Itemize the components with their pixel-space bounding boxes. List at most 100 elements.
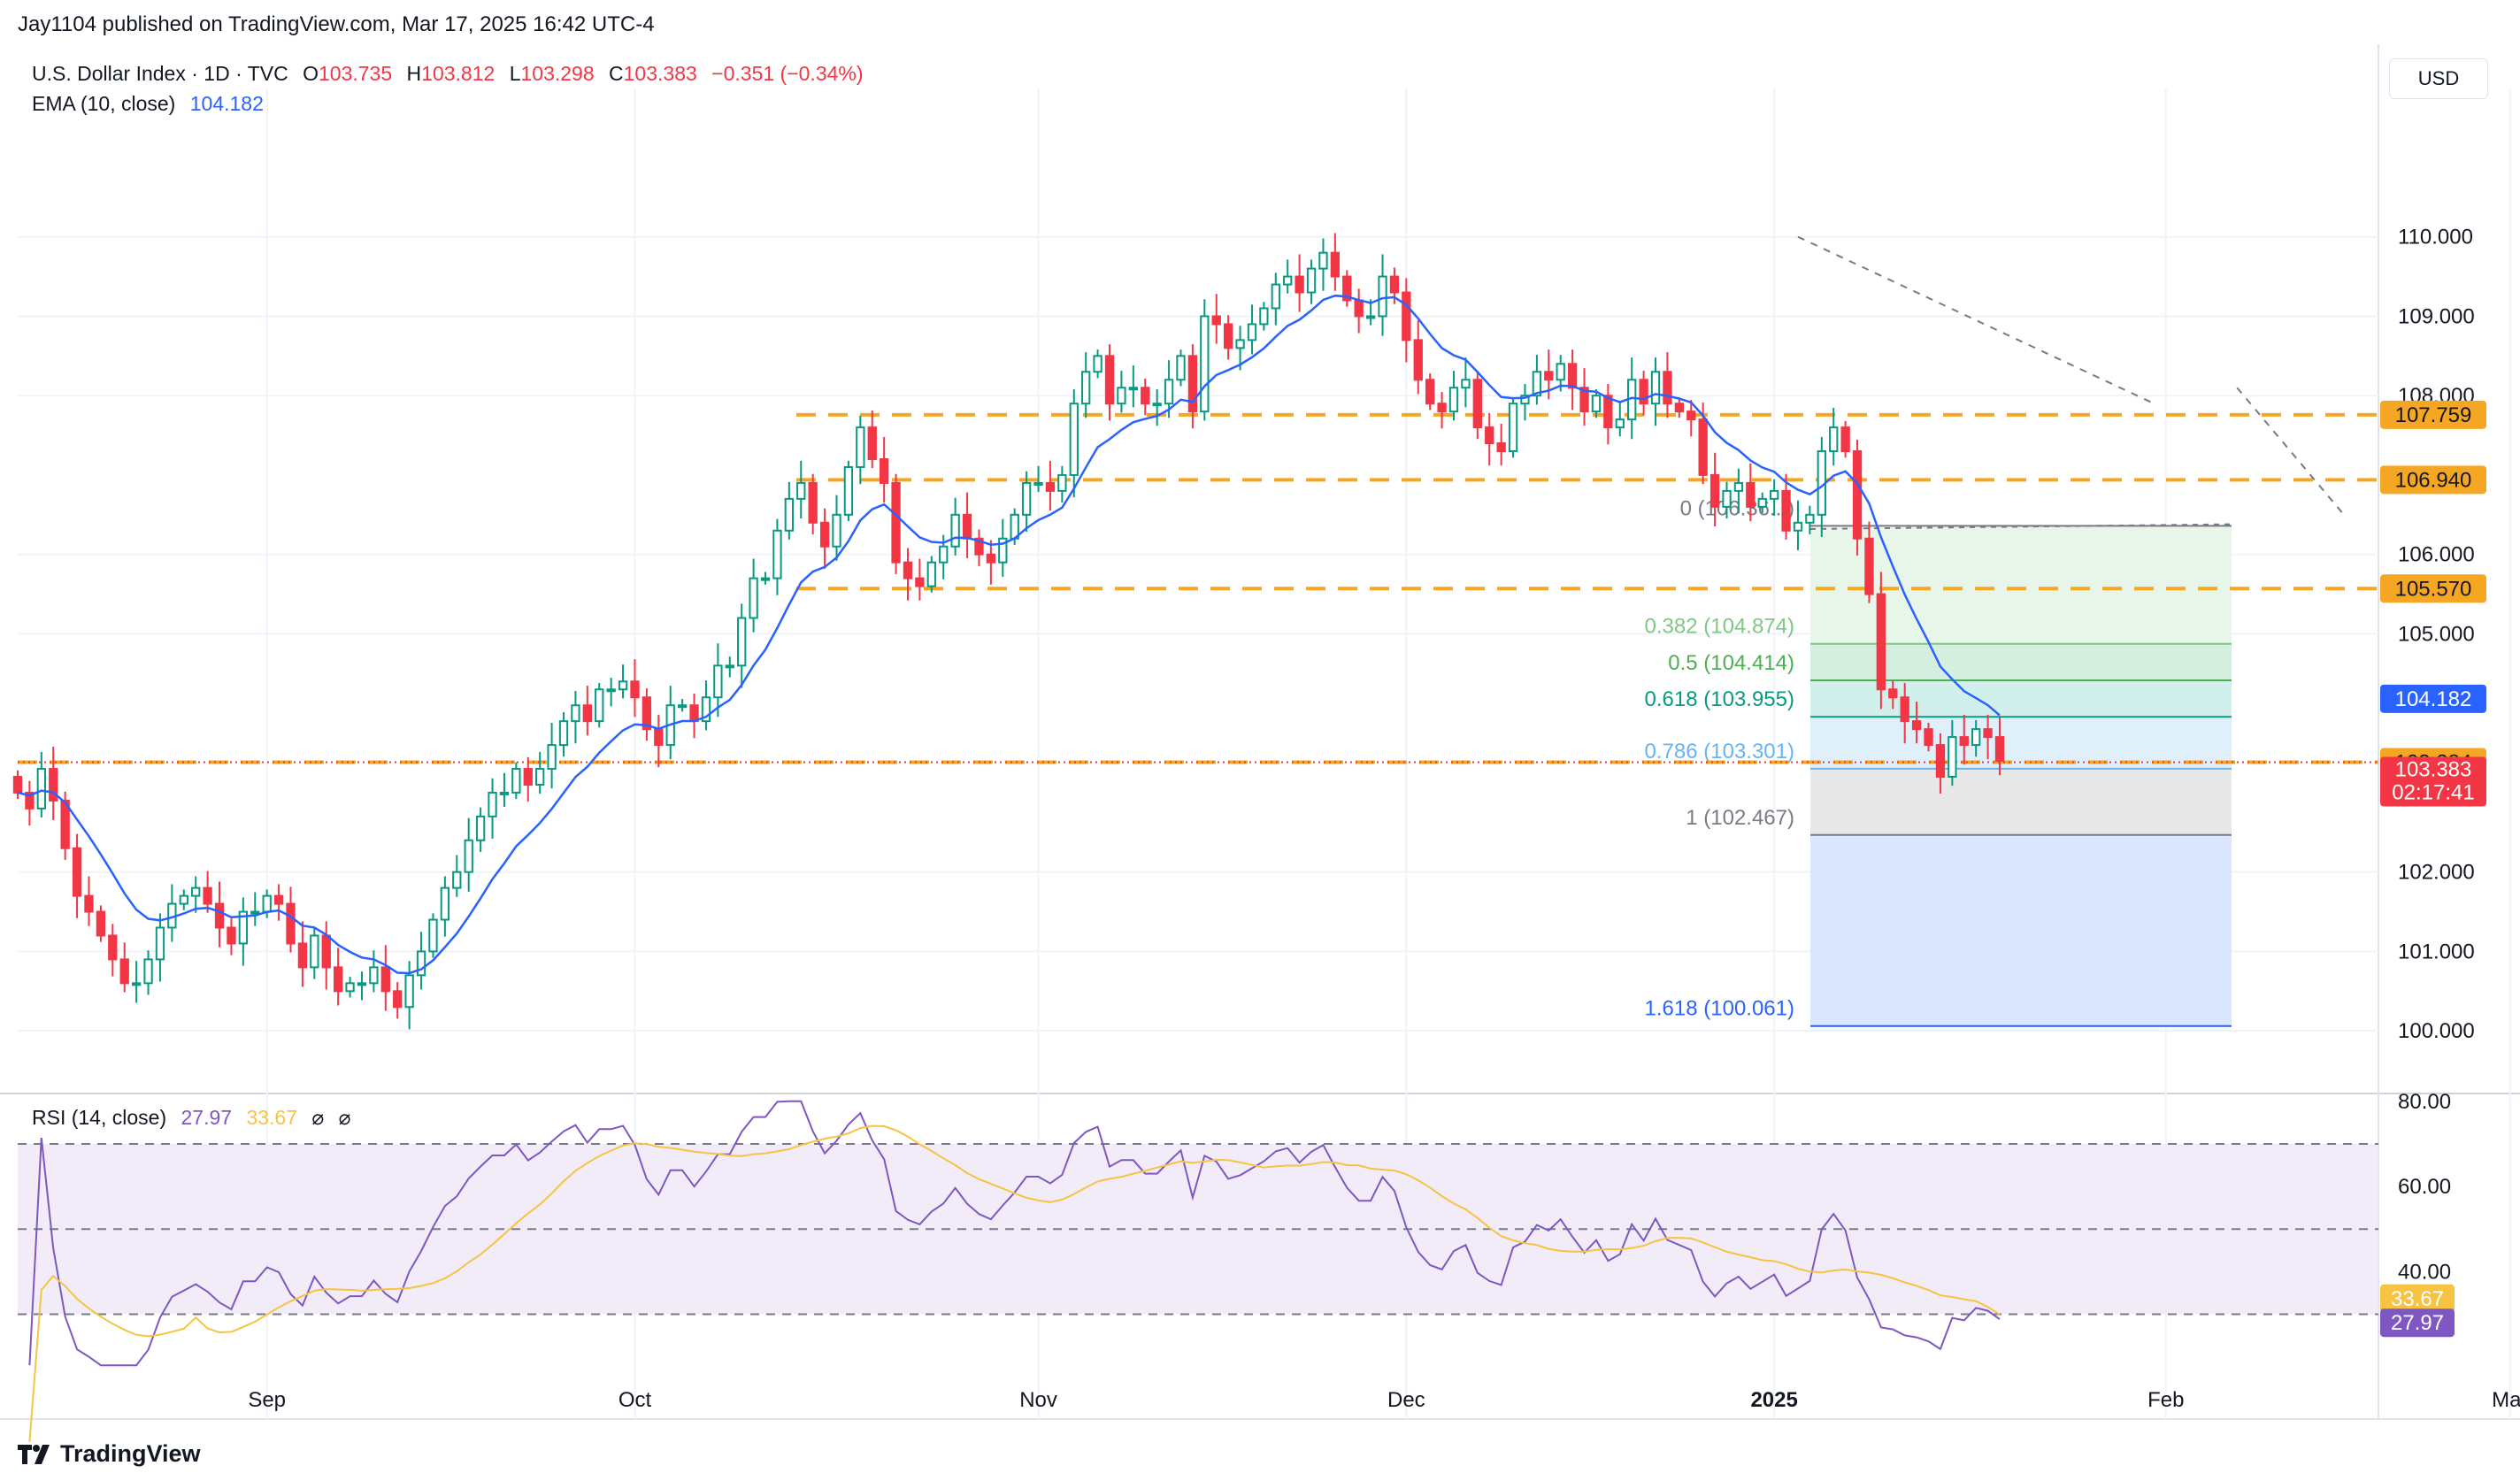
symbol-legend[interactable]: U.S. Dollar Index · 1D · TVC O103.735 H1… — [32, 62, 864, 86]
candle-body — [1757, 497, 1767, 508]
candle-body — [499, 791, 510, 795]
rsi-ma-tag: 33.67 — [2391, 1287, 2444, 1311]
candle-body — [1709, 473, 1720, 508]
price-tick-label: 110.000 — [2398, 226, 2473, 249]
publisher-line: Jay1104 published on TradingView.com, Ma… — [18, 12, 655, 36]
candle-body — [1781, 489, 1791, 532]
candle-body — [1378, 275, 1387, 318]
level-price-tag: 106.940 — [2395, 468, 2472, 492]
candle-body — [535, 768, 545, 786]
candle-body — [393, 990, 403, 1009]
candle-body — [49, 768, 58, 802]
fib-zone — [1810, 834, 2232, 1026]
rsi-value: 27.97 — [181, 1106, 233, 1129]
candle-body — [1045, 481, 1056, 492]
last-price-tag: 103.383 — [2395, 758, 2472, 782]
footer-brand: TradingView — [60, 1440, 201, 1467]
price-tick-label: 105.000 — [2398, 622, 2475, 646]
rsi-legend[interactable]: RSI (14, close) 27.97 33.67 ⌀ ⌀ — [32, 1106, 351, 1130]
candle-body — [250, 910, 260, 915]
candle-body — [380, 966, 390, 993]
candle-body — [440, 886, 450, 921]
candles — [12, 233, 2005, 1030]
candle-body — [939, 545, 949, 564]
candle-body — [1556, 363, 1565, 381]
candle-body — [1900, 696, 1909, 723]
price-tick-label: 100.000 — [2398, 1019, 2475, 1043]
candle-body — [986, 553, 996, 564]
candle-body — [713, 664, 723, 699]
candle-body — [131, 982, 142, 986]
candle-body — [72, 847, 82, 897]
candle-body — [1864, 537, 1874, 595]
candle-body — [1461, 379, 1471, 389]
candle-body — [1389, 275, 1400, 294]
candle-body — [238, 910, 249, 945]
ema-label: EMA (10, close) — [32, 92, 176, 115]
trendline-dashed — [1797, 235, 2155, 405]
candle-body — [12, 775, 23, 794]
candle-body — [701, 696, 711, 723]
price-tick-label: 102.000 — [2398, 861, 2475, 885]
candle-body — [1722, 489, 1732, 508]
fib-zone — [1810, 680, 2232, 717]
candle-body — [155, 926, 165, 961]
candle-body — [582, 704, 592, 723]
candle-body — [1425, 379, 1435, 405]
candle-body — [749, 577, 758, 619]
candle-body — [725, 664, 734, 669]
ema-price-tag-bg — [2380, 684, 2486, 713]
candle-body — [1567, 363, 1578, 389]
candle-body — [25, 791, 35, 810]
open-label: O — [303, 62, 319, 85]
candle-body — [475, 815, 486, 841]
candle-body — [843, 465, 854, 516]
candle-body — [273, 894, 284, 905]
candle-body — [1852, 450, 1863, 540]
rsi-tick-label: 40.00 — [2398, 1260, 2451, 1284]
candle-body — [760, 577, 771, 581]
candle-body — [416, 950, 426, 977]
candle-body — [143, 958, 153, 985]
candle-body — [926, 561, 936, 587]
ema-line — [17, 294, 2001, 975]
last-price-tag-bg — [2380, 756, 2486, 807]
currency-button[interactable]: USD — [2389, 58, 2488, 99]
time-tick-label: Nov — [1019, 1388, 1057, 1412]
candle-body — [618, 680, 628, 691]
rsi-ma-line — [28, 1124, 2001, 1442]
fib-zone — [1810, 768, 2232, 835]
candle-body — [856, 426, 865, 468]
candle-body — [1117, 387, 1126, 405]
candle-body — [1330, 251, 1341, 278]
candle-body — [654, 728, 664, 747]
candle-body — [1793, 521, 1803, 532]
high-value: 103.812 — [421, 62, 496, 85]
candle-body — [1200, 315, 1210, 413]
candle-body — [1769, 489, 1779, 500]
candle-body — [227, 926, 236, 945]
candle-body — [547, 744, 557, 771]
candle-body — [321, 934, 331, 969]
ema-value: 104.182 — [189, 92, 264, 115]
candle-body — [819, 521, 830, 548]
rsi-label: RSI (14, close) — [32, 1106, 167, 1129]
candle-body — [571, 704, 580, 723]
fib-level-label: 0.786 (103.301) — [1645, 740, 1794, 764]
tradingview-logo: TradingView — [18, 1440, 201, 1468]
fib-level-label: 1.618 (100.061) — [1645, 997, 1794, 1021]
ema-legend[interactable]: EMA (10, close) 104.182 — [32, 92, 264, 116]
candle-body — [1283, 275, 1293, 286]
candle-body — [1603, 395, 1613, 429]
candle-body — [297, 942, 308, 969]
bar-countdown: 02:17:41 — [2392, 781, 2474, 805]
candle-body — [1935, 744, 1946, 778]
level-price-tag-bg — [2380, 574, 2486, 603]
candle-body — [464, 839, 473, 873]
rsi-tick-label: 80.00 — [2398, 1090, 2451, 1114]
time-tick-label: Mar — [2492, 1388, 2520, 1412]
candle-body — [642, 696, 652, 731]
candle-body — [1437, 403, 1447, 413]
candle-body — [1259, 307, 1269, 326]
